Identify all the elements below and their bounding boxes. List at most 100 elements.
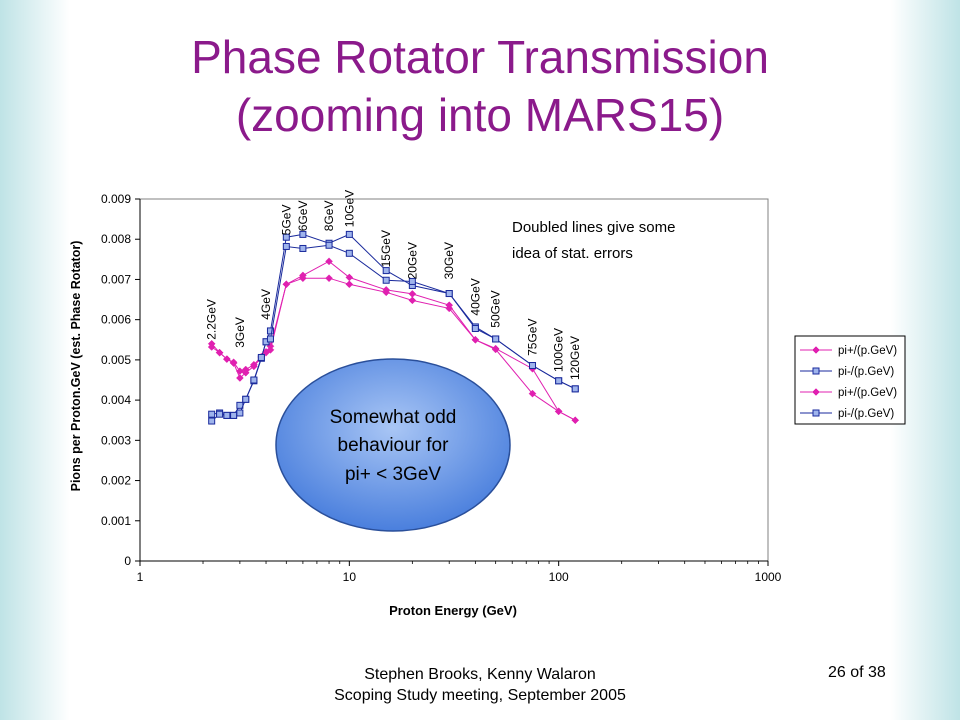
energy-label: 8GeV [322, 201, 336, 232]
data-point [325, 257, 333, 266]
energy-label: 3GeV [233, 317, 247, 348]
data-point [471, 335, 480, 344]
data-point [492, 335, 500, 343]
callout-line-1: Somewhat odd [330, 407, 457, 428]
energy-label: 40GeV [468, 278, 482, 315]
energy-label: 75GeV [526, 319, 540, 356]
y-tick-label: 0.001 [101, 514, 131, 528]
series-layer [207, 230, 580, 425]
legend-label: pi+/(p.GeV) [838, 387, 897, 399]
data-point [250, 376, 258, 384]
data-point [299, 274, 307, 283]
legend-marker [812, 367, 820, 375]
legend-marker [812, 388, 820, 396]
data-point [408, 296, 417, 305]
series-4 [208, 241, 579, 425]
slide-footer: Stephen Brooks, Kenny Walaron Scoping St… [280, 664, 680, 706]
data-point [325, 241, 333, 249]
data-point [445, 290, 453, 298]
y-tick-label: 0.002 [101, 474, 131, 488]
legend-entry-1: pi+/(p.GeV) [800, 345, 897, 357]
series-line [211, 277, 576, 421]
y-tick-label: 0.009 [101, 192, 131, 206]
legend-entry-3: pi+/(p.GeV) [800, 387, 897, 399]
data-point [208, 417, 216, 425]
data-point [491, 345, 500, 354]
chart-legend: pi+/(p.GeV) pi-/(p.GeV) pi+/(p.GeV) pi-/(p.… [794, 335, 906, 425]
data-point [242, 395, 250, 403]
data-point [571, 385, 579, 393]
data-point [325, 274, 333, 283]
data-point [215, 348, 224, 357]
data-point [282, 233, 290, 241]
callout-line-3: pi+ < 3GeV [345, 464, 441, 485]
data-point [528, 389, 537, 398]
x-tick-label: 1 [137, 570, 144, 584]
energy-label: 20GeV [405, 242, 419, 279]
y-tick-label: 0.006 [101, 313, 131, 327]
energy-label: 5GeV [279, 205, 293, 236]
x-axis: 1 10 100 1000 [137, 560, 782, 584]
y-axis-title: Pions per Proton.GeV (est. Phase Rotator… [69, 241, 83, 492]
slide-number: 26 of 38 [828, 664, 886, 681]
energy-label: 100GeV [552, 328, 566, 372]
data-point [241, 368, 250, 377]
data-point [382, 288, 391, 297]
y-tick-label: 0.005 [101, 353, 131, 367]
y-axis: 0 0.001 0.002 0.003 0.004 0.005 0.006 0.007 0.00… [101, 192, 141, 568]
energy-label: 15GeV [379, 230, 393, 267]
data-point [408, 277, 416, 285]
energy-label: 10GeV [342, 190, 356, 227]
data-point [571, 416, 580, 425]
callout-line-2: behaviour for [338, 435, 450, 456]
energy-label: 4GeV [259, 289, 273, 320]
data-point [230, 411, 238, 419]
data-point [216, 410, 224, 418]
legend-label: pi-/(p.GeV) [838, 408, 894, 420]
odd-behaviour-callout: Somewhat odd behaviour for pi+ < 3GeV [275, 358, 511, 532]
energy-label: 30GeV [442, 242, 456, 279]
data-point [266, 327, 274, 335]
data-point [266, 345, 275, 354]
y-tick-label: 0.004 [101, 393, 131, 407]
energy-label: 2.2GeV [205, 299, 219, 340]
footer-meeting: Scoping Study meeting, September 2005 [334, 687, 626, 704]
data-point [282, 280, 291, 289]
legend-entry-2: pi-/(p.GeV) [800, 366, 894, 378]
footer-authors: Stephen Brooks, Kenny Walaron [364, 666, 596, 683]
legend-entry-4: pi-/(p.GeV) [800, 408, 894, 420]
data-point [345, 280, 354, 289]
data-point [229, 359, 238, 367]
energy-label-layer: 2.2GeV 3GeV 4GeV 5GeV 6GeV 8GeV 10GeV 15GeV 20Ge… [205, 190, 583, 380]
data-point [382, 276, 390, 284]
data-point [408, 290, 417, 298]
y-tick-label: 0.007 [101, 272, 131, 286]
data-point [250, 362, 258, 371]
slide-title: Phase Rotator Transmission (zooming into… [0, 28, 960, 144]
data-point [223, 411, 231, 419]
x-tick-label: 10 [343, 570, 357, 584]
data-point [471, 325, 479, 333]
y-tick-label: 0 [124, 554, 131, 568]
energy-label: 120GeV [568, 336, 582, 380]
x-tick-label: 1000 [755, 570, 782, 584]
data-point [554, 407, 563, 416]
stat-errors-note: Doubled lines give some idea of stat. er… [503, 212, 763, 268]
data-point [345, 249, 353, 257]
legend-marker [812, 346, 820, 354]
x-tick-label: 100 [549, 570, 569, 584]
legend-label: pi-/(p.GeV) [838, 366, 894, 378]
data-point [266, 335, 274, 343]
y-tick-label: 0.003 [101, 433, 131, 447]
legend-label: pi+/(p.GeV) [838, 345, 897, 357]
slide-title-line-2: (zooming into MARS15) [235, 89, 725, 141]
data-point [236, 409, 244, 417]
legend-marker [812, 409, 820, 417]
data-point [208, 410, 216, 418]
data-point [299, 244, 307, 252]
data-point [257, 353, 265, 361]
data-point [529, 362, 537, 370]
data-point [445, 304, 454, 313]
data-point [382, 267, 390, 275]
